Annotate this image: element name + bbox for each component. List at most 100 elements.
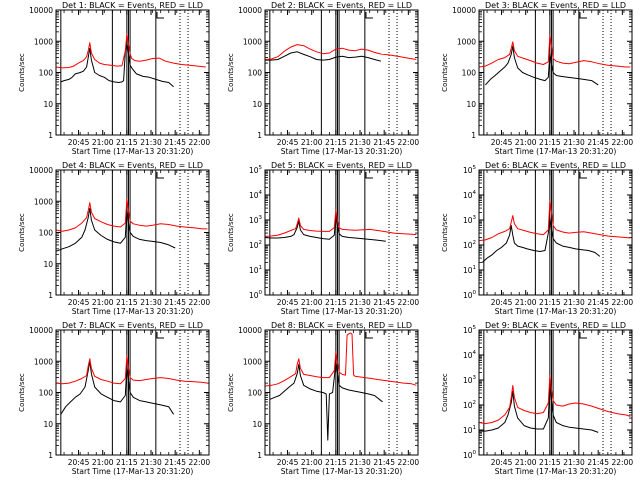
panel-title: Det 9: BLACK = Events, RED = LLD: [485, 321, 626, 330]
x-tick-label: 21:45: [587, 298, 609, 307]
y-tick-label: 1000: [34, 357, 53, 366]
y-tick-label: 100: [39, 69, 54, 78]
lld-series-line: [55, 33, 206, 69]
y-axis-label: Counts/sec: [227, 373, 235, 412]
x-tick-label: 20:45: [277, 138, 299, 147]
legend-bracket-icon: [579, 172, 587, 179]
x-axis-label: Start Time (17-Mar-13 20:31:20): [72, 147, 194, 156]
lld-series-line: [478, 375, 631, 425]
x-axis-label: Start Time (17-Mar-13 20:31:20): [495, 307, 617, 316]
x-tick-label: 21:15: [116, 298, 138, 307]
x-tick-label: 20:45: [68, 138, 90, 147]
legend-bracket-icon: [579, 12, 587, 19]
x-axis-label: Start Time (17-Mar-13 20:31:20): [72, 467, 194, 476]
y-tick-label: 101: [463, 425, 476, 435]
plot-frame: [55, 9, 210, 136]
detector-panel-8: Det 8: BLACK = Events, RED = LLD Counts/s…: [227, 321, 419, 476]
y-tick-label: 105: [463, 325, 477, 335]
y-tick-label: 1: [257, 131, 262, 140]
y-axis-label: Counts/sec: [441, 53, 449, 92]
x-tick-label: 21:00: [92, 138, 114, 147]
x-tick-label: 21:45: [164, 298, 186, 307]
y-tick-label: 103: [463, 375, 477, 385]
y-tick-label: 10000: [238, 6, 262, 15]
x-tick-label: 21:15: [116, 138, 138, 147]
panel-title: Det 4: BLACK = Events, RED = LLD: [62, 161, 203, 170]
x-tick-label: 21:30: [140, 138, 162, 147]
detector-panel-2: Det 2: BLACK = Events, RED = LLD Counts/s…: [227, 1, 419, 156]
x-tick-label: 22:00: [612, 298, 634, 307]
detector-panel-6: Det 6: BLACK = Events, RED = LLD Counts/s…: [441, 161, 633, 316]
x-tick-label: 21:30: [140, 298, 162, 307]
y-tick-label: 10: [43, 100, 53, 109]
y-tick-label: 1: [257, 451, 262, 460]
x-tick-label: 21:45: [587, 458, 609, 467]
x-axis-label: Start Time (17-Mar-13 20:31:20): [72, 307, 194, 316]
events-series-line: [479, 383, 599, 433]
detector-panel-1: Det 1: BLACK = Events, RED = LLD Counts/s…: [18, 1, 210, 156]
lld-series-line: [55, 198, 208, 232]
x-tick-label: 21:30: [349, 138, 371, 147]
x-tick-label: 21:45: [587, 138, 609, 147]
plot-frame: [55, 169, 210, 296]
y-tick-label: 10000: [452, 6, 476, 15]
panel-title: Det 5: BLACK = Events, RED = LLD: [271, 161, 412, 170]
y-tick-label: 104: [463, 350, 477, 360]
x-tick-label: 20:45: [491, 298, 513, 307]
y-tick-label: 10: [466, 100, 476, 109]
y-tick-label: 103: [249, 215, 263, 225]
plot-frame: [264, 9, 419, 136]
x-tick-label: 22:00: [612, 458, 634, 467]
x-tick-label: 20:45: [277, 458, 299, 467]
y-tick-label: 1: [471, 131, 476, 140]
y-tick-label: 1: [48, 291, 53, 300]
y-tick-label: 1: [48, 451, 53, 460]
x-tick-label: 22:00: [189, 138, 211, 147]
panel-title: Det 8: BLACK = Events, RED = LLD: [271, 321, 412, 330]
plot-frame: [55, 329, 210, 456]
y-axis-label: Counts/sec: [441, 373, 449, 412]
events-series-line: [264, 214, 386, 242]
x-tick-label: 21:30: [349, 298, 371, 307]
panel-title: Det 1: BLACK = Events, RED = LLD: [62, 1, 203, 10]
y-tick-label: 10: [43, 420, 53, 429]
x-tick-label: 21:45: [373, 298, 395, 307]
y-tick-label: 1000: [457, 37, 476, 46]
legend-bracket-icon: [156, 332, 164, 339]
x-tick-label: 22:00: [398, 138, 420, 147]
x-tick-label: 21:15: [539, 138, 561, 147]
plot-frame: [478, 9, 633, 136]
x-axis-label: Start Time (17-Mar-13 20:31:20): [495, 467, 617, 476]
x-tick-label: 21:30: [563, 138, 585, 147]
y-tick-label: 1000: [34, 197, 53, 206]
y-tick-label: 10000: [29, 166, 53, 175]
x-tick-label: 21:00: [92, 458, 114, 467]
legend-bracket-icon: [365, 12, 373, 19]
y-axis-label: Counts/sec: [18, 373, 26, 412]
y-tick-label: 105: [249, 165, 263, 175]
y-tick-label: 105: [463, 165, 477, 175]
y-tick-label: 1000: [34, 37, 53, 46]
x-tick-label: 21:00: [92, 298, 114, 307]
y-tick-label: 100: [248, 69, 263, 78]
x-tick-label: 22:00: [189, 298, 211, 307]
x-tick-label: 21:15: [325, 458, 347, 467]
x-tick-label: 21:15: [116, 458, 138, 467]
x-tick-label: 21:15: [325, 138, 347, 147]
events-series-line: [55, 207, 176, 252]
plot-frame: [478, 329, 633, 456]
x-tick-label: 20:45: [68, 458, 90, 467]
y-axis-label: Counts/sec: [227, 53, 235, 92]
events-series-line: [481, 217, 601, 263]
x-tick-label: 21:45: [373, 138, 395, 147]
x-tick-label: 21:30: [563, 298, 585, 307]
x-tick-label: 22:00: [189, 458, 211, 467]
x-tick-label: 21:45: [164, 458, 186, 467]
y-tick-label: 104: [249, 190, 263, 200]
x-tick-label: 22:00: [398, 298, 420, 307]
y-tick-label: 10: [252, 420, 262, 429]
detector-panel-4: Det 4: BLACK = Events, RED = LLD Counts/s…: [18, 161, 210, 316]
x-tick-label: 21:15: [325, 298, 347, 307]
lld-series-line: [264, 332, 417, 387]
y-tick-label: 100: [248, 389, 263, 398]
